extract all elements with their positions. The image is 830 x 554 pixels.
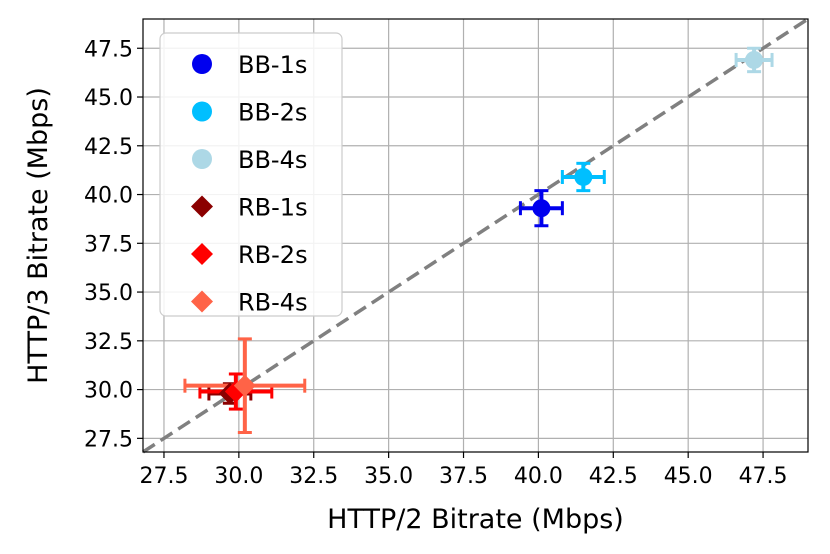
- y-axis-label: HTTP/3 Bitrate (Mbps): [23, 87, 54, 384]
- legend-label: RB-1s: [238, 194, 308, 222]
- legend-label: RB-4s: [238, 289, 308, 317]
- data-point: [532, 199, 551, 218]
- y-axis-ticks: 27.5 30.0 32.5 35.0 37.5 40.0 42.5 45.0 47.5: [84, 37, 143, 452]
- data-point: [233, 374, 256, 397]
- legend-marker: [192, 149, 212, 169]
- x-tick-label: 47.5: [739, 464, 788, 489]
- legend: BB-1s BB-2s BB-4s RB-1s RB-2s RB-4s: [159, 32, 343, 317]
- legend-marker: [191, 290, 213, 313]
- x-axis-label: HTTP/2 Bitrate (Mbps): [327, 504, 624, 535]
- data-point: [574, 167, 593, 186]
- legend-label: BB-2s: [238, 99, 307, 127]
- y-tick-label: 45.0: [84, 86, 133, 111]
- legend-marker: [191, 243, 213, 265]
- legend-marker: [192, 101, 212, 122]
- reference-diagonal: [142, 17, 809, 454]
- legend-label: BB-4s: [238, 146, 307, 174]
- x-tick-label: 37.5: [439, 464, 488, 489]
- legend-marker: [192, 54, 212, 74]
- x-tick-label: 35.0: [364, 464, 413, 489]
- x-tick-label: 45.0: [664, 464, 713, 489]
- y-tick-label: 35.0: [84, 281, 133, 306]
- legend-label: RB-2s: [238, 241, 308, 269]
- data-point: [745, 50, 764, 69]
- x-tick-label: 32.5: [289, 464, 338, 489]
- x-tick-label: 30.0: [214, 464, 263, 489]
- y-tick-label: 37.5: [84, 232, 133, 257]
- y-tick-label: 30.0: [84, 379, 133, 404]
- plot-frame: [142, 18, 809, 453]
- y-tick-label: 32.5: [84, 330, 133, 355]
- data-points: [218, 50, 764, 405]
- reference-line: [142, 17, 809, 454]
- y-tick-label: 40.0: [84, 184, 133, 209]
- x-tick-label: 42.5: [589, 464, 638, 489]
- y-tick-label: 42.5: [84, 135, 133, 160]
- legend-label: BB-1s: [238, 51, 307, 79]
- y-tick-label: 27.5: [84, 427, 133, 452]
- x-tick-label: 40.0: [514, 464, 563, 489]
- x-tick-label: 27.5: [139, 464, 188, 489]
- y-tick-label: 47.5: [84, 37, 133, 62]
- x-axis-ticks: 27.5 30.0 32.5 35.0 37.5 40.0 42.5 45.0 47.5: [139, 452, 788, 489]
- legend-marker: [191, 195, 213, 218]
